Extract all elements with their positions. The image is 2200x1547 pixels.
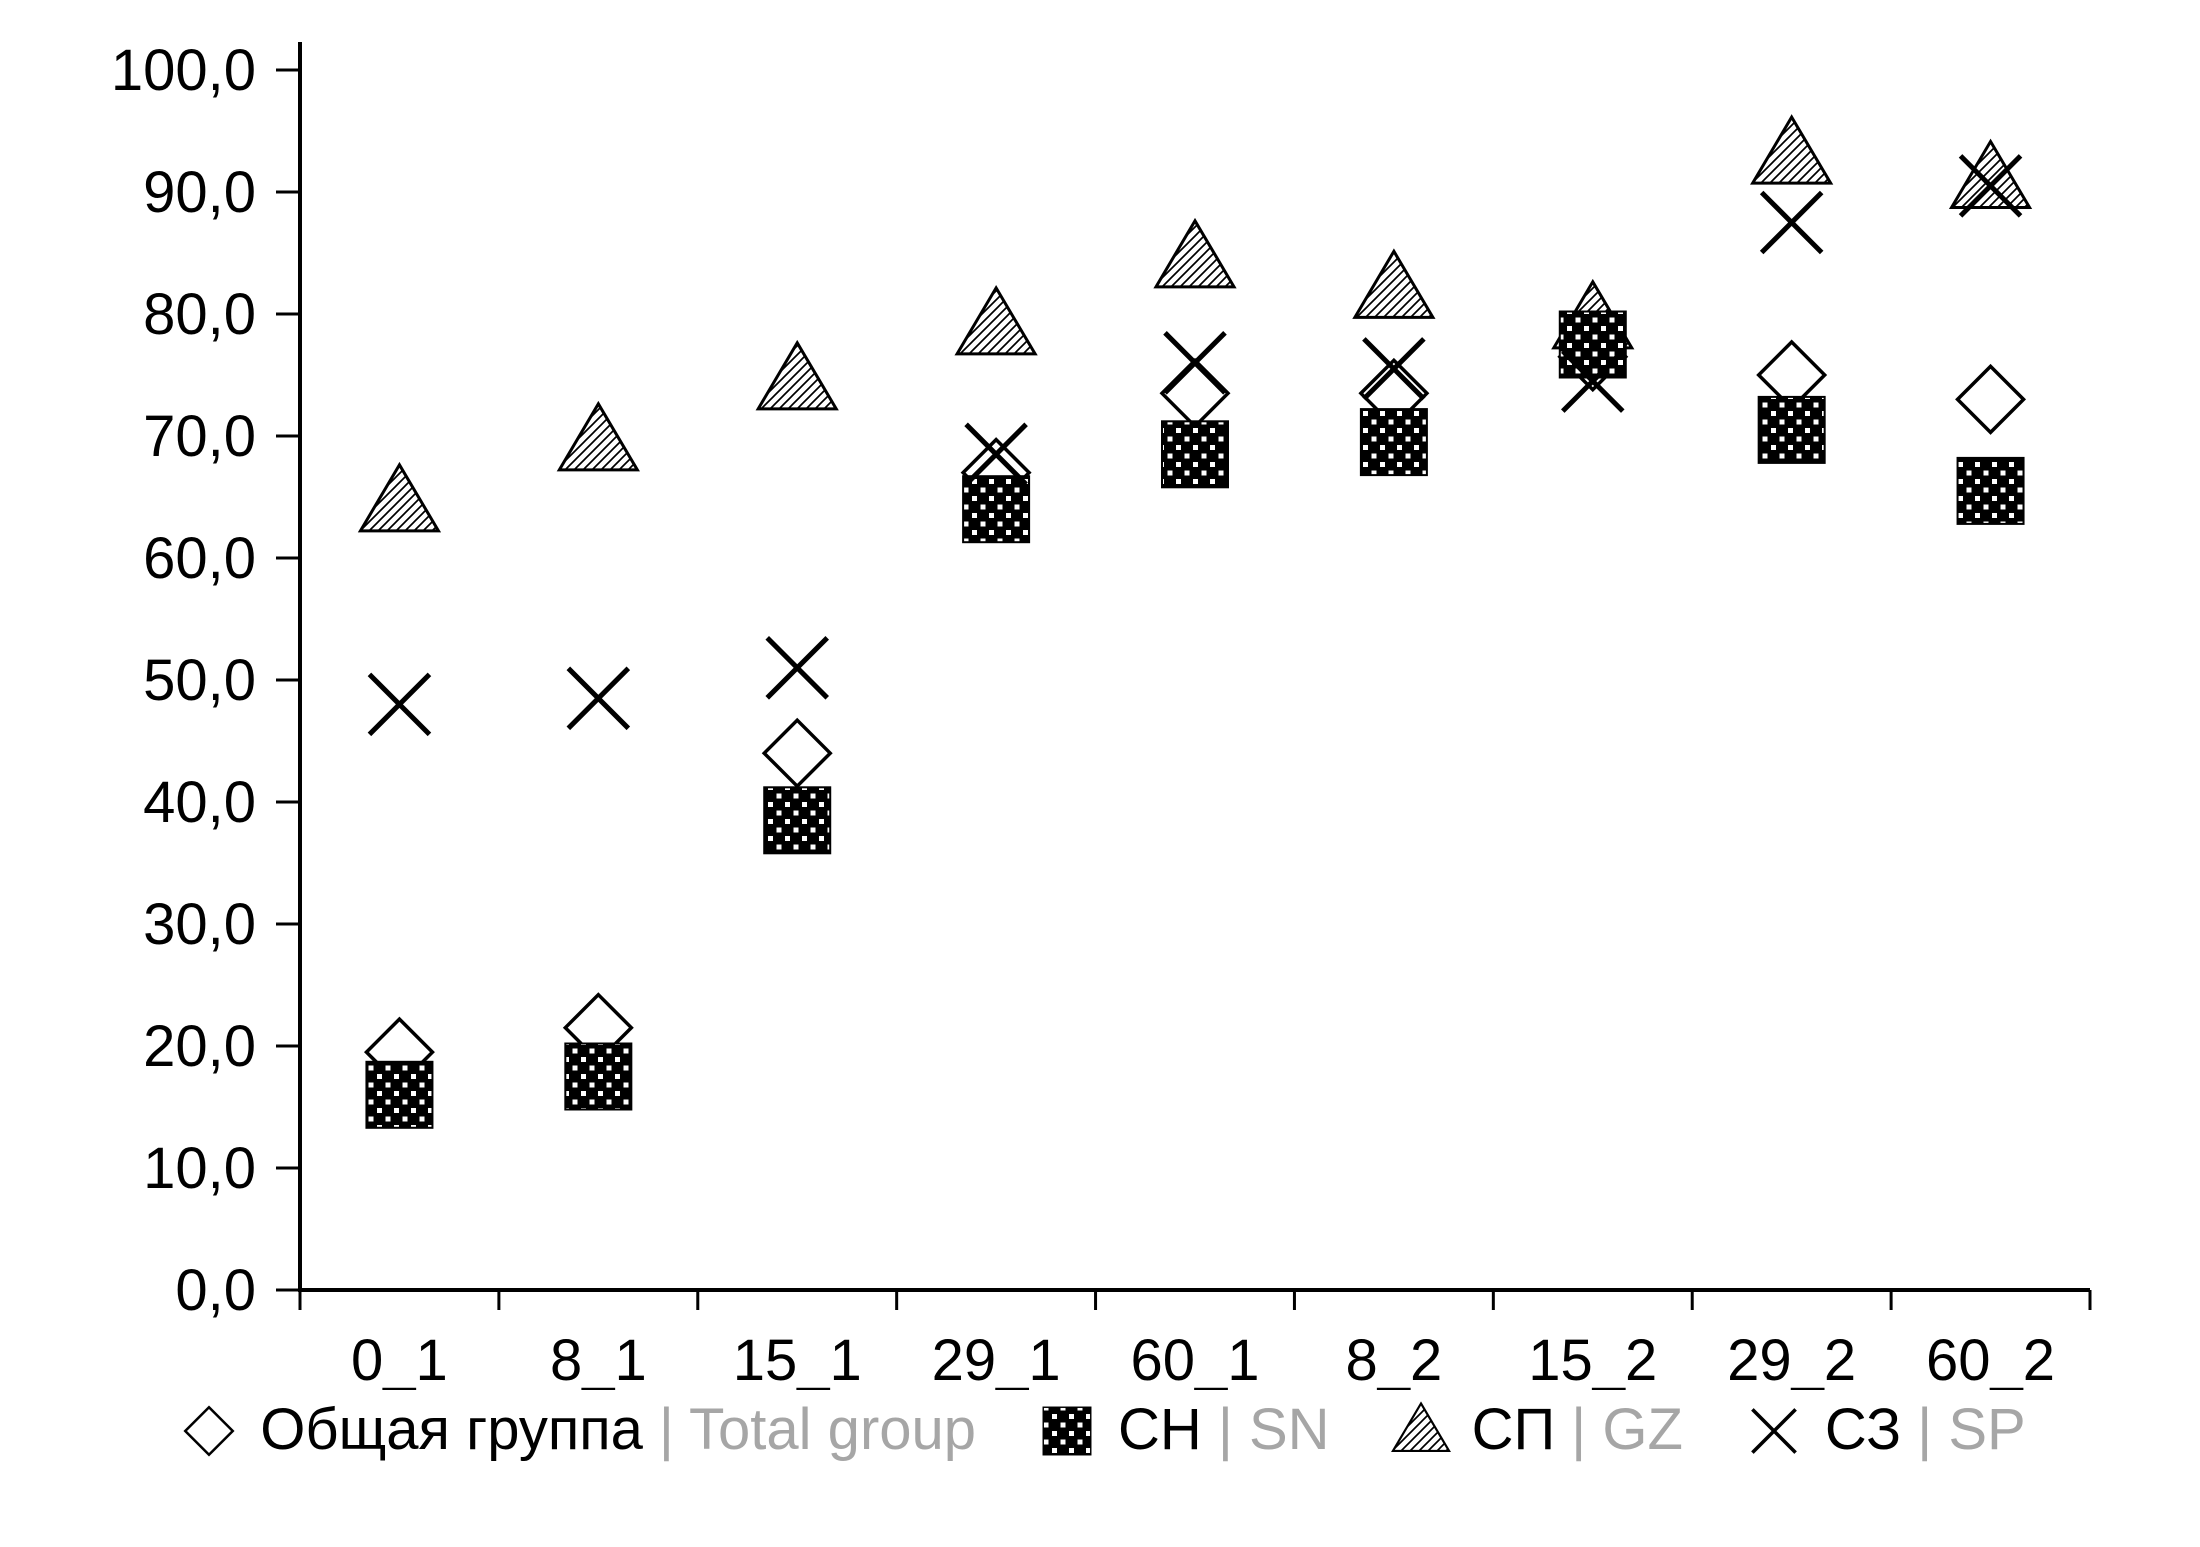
marker-diamond-60_1 bbox=[1159, 357, 1231, 429]
x-tick-label: 29_2 bbox=[1727, 1328, 1856, 1390]
y-tick-label: 70,0 bbox=[143, 404, 256, 469]
marker-x-8_2 bbox=[1362, 337, 1426, 401]
marker-square-8_1 bbox=[564, 1042, 633, 1111]
marker-triangle-15_1 bbox=[755, 339, 839, 411]
marker-x-60_2 bbox=[1958, 154, 2023, 218]
marker-square-60_1 bbox=[1161, 420, 1229, 489]
legend-label-en: | GZ bbox=[1571, 1396, 1683, 1462]
marker-triangle-60_2 bbox=[1948, 138, 2033, 210]
marker-x-60_1 bbox=[1163, 331, 1227, 395]
marker-x-15_1 bbox=[765, 636, 829, 700]
marker-x-15_2 bbox=[1561, 349, 1625, 413]
y-tick-label: 20,0 bbox=[143, 1014, 256, 1079]
legend-item-total-group: Общая группа | Total group bbox=[174, 1394, 976, 1464]
chart-legend: Общая группа | Total group СН | SN СП | GZ СЗ |… bbox=[0, 1394, 2200, 1464]
y-tick-label: 50,0 bbox=[143, 648, 256, 713]
x-tick-label: 0_1 bbox=[351, 1328, 448, 1390]
x-tick-label: 29_1 bbox=[932, 1328, 1061, 1390]
y-tick-label: 100,0 bbox=[111, 38, 256, 103]
marker-diamond-15_1 bbox=[761, 717, 833, 789]
marker-triangle-0_1 bbox=[357, 461, 442, 533]
marker-triangle-8_1 bbox=[556, 400, 640, 472]
marker-square-15_1 bbox=[763, 786, 832, 855]
legend-marker-square-icon bbox=[1042, 1406, 1092, 1456]
scatter-chart: 0,0 10,0 20,0 30,0 40,0 50,0 60,0 70,0 80,0 90,0 1… bbox=[111, 38, 2092, 1390]
marker-square-8_2 bbox=[1359, 408, 1428, 477]
marker-square-29_1 bbox=[962, 475, 1031, 544]
marker-diamond-60_2 bbox=[1955, 363, 2027, 435]
marker-triangle-8_2 bbox=[1352, 248, 1436, 319]
x-tick-label: 60_1 bbox=[1130, 1328, 1259, 1390]
y-tick-label: 10,0 bbox=[143, 1136, 256, 1201]
x-tick-label: 15_2 bbox=[1528, 1328, 1657, 1390]
legend-label-en: | SN bbox=[1217, 1396, 1330, 1462]
y-tick-label: 0,0 bbox=[175, 1258, 256, 1323]
legend-item-gz: СП | GZ bbox=[1386, 1394, 1683, 1464]
legend-marker-triangle-icon bbox=[1390, 1401, 1451, 1453]
legend-marker-x-icon bbox=[1751, 1408, 1797, 1454]
y-tick-label: 90,0 bbox=[143, 160, 256, 225]
marker-square-0_1 bbox=[365, 1060, 434, 1129]
x-tick-label: 15_1 bbox=[733, 1328, 862, 1390]
marker-x-29_1 bbox=[964, 422, 1028, 487]
x-tick-label: 8_1 bbox=[550, 1328, 647, 1390]
marker-x-8_1 bbox=[566, 666, 631, 731]
marker-square-60_2 bbox=[1956, 456, 2025, 525]
x-tick-label: 8_2 bbox=[1345, 1328, 1442, 1390]
marker-triangle-29_1 bbox=[954, 284, 1038, 356]
legend-label-ru: Общая группа bbox=[260, 1396, 643, 1462]
marker-x-29_2 bbox=[1759, 190, 1824, 255]
legend-label-ru: СН bbox=[1118, 1396, 1202, 1462]
marker-square-29_2 bbox=[1757, 395, 1826, 464]
y-tick-label: 60,0 bbox=[143, 526, 256, 591]
legend-label-en: | Total group bbox=[658, 1396, 977, 1462]
marker-square-15_2 bbox=[1558, 310, 1627, 379]
legend-label-en: | SP bbox=[1917, 1396, 2026, 1462]
legend-label-ru: СЗ bbox=[1824, 1396, 1902, 1462]
x-tick-label: 60_2 bbox=[1926, 1328, 2055, 1390]
legend-item-sp: СЗ | SP bbox=[1739, 1394, 2026, 1464]
legend-marker-diamond-icon bbox=[183, 1405, 235, 1457]
y-tick-label: 30,0 bbox=[143, 892, 256, 957]
legend-item-sn: СН | SN bbox=[1032, 1394, 1330, 1464]
legend-label-ru: СП bbox=[1471, 1396, 1556, 1462]
y-tick-label: 80,0 bbox=[143, 282, 256, 347]
marker-x-0_1 bbox=[367, 672, 432, 737]
marker-triangle-60_1 bbox=[1153, 217, 1237, 289]
marker-triangle-29_2 bbox=[1750, 114, 1834, 185]
y-tick-label: 40,0 bbox=[143, 770, 256, 835]
